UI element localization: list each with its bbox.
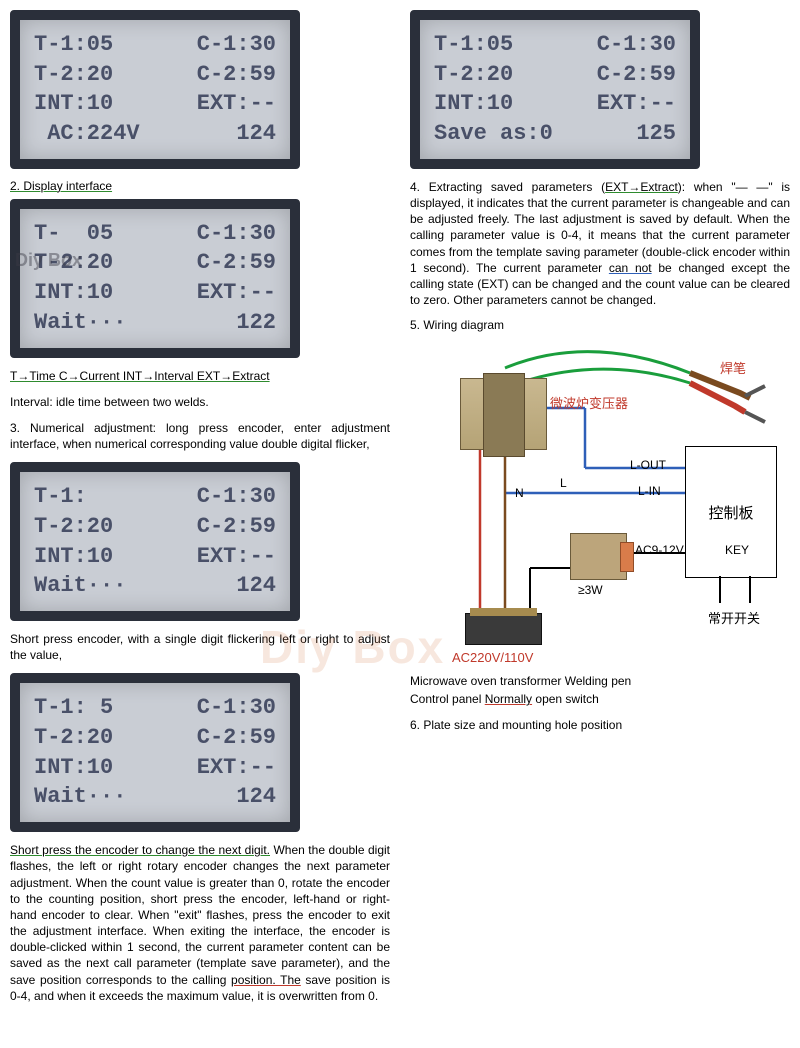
legend-line: T→Time C→Current INT→Interval EXT→Extrac… (10, 368, 390, 384)
lcd-cell: Wait··· (34, 308, 126, 338)
interval-line: Interval: idle time between two welds. (10, 394, 390, 410)
lcd-cell: 122 (236, 308, 276, 338)
p4b: EXT→Extract (605, 180, 678, 194)
cap2a: Control panel (410, 692, 485, 706)
switch-label-zh: 常开开关 (708, 608, 760, 627)
lcd-cell: T-1:05 (34, 30, 113, 60)
lcd-cell: T-1: 5 (34, 693, 113, 723)
lcd-cell: INT:10 (34, 89, 113, 119)
lcd-cell: C-1:30 (197, 693, 276, 723)
lcd-cell: C-1:30 (197, 30, 276, 60)
lcd-cell: C-2:59 (197, 60, 276, 90)
heading-text: 2. Display interface (10, 179, 112, 193)
lcd-cell: 125 (636, 119, 676, 149)
lcd-cell: C-1:30 (597, 30, 676, 60)
lcd-screen-2: T- 05 C-1:30 T-2:20 C-2:59 INT:10 EXT:-- Wa… (10, 199, 300, 358)
section-5-heading: 5. Wiring diagram (410, 318, 790, 332)
lcd-cell: Save as:0 (434, 119, 553, 149)
lcd-cell: T-1:05 (434, 30, 513, 60)
lcd-cell: INT:10 (34, 753, 113, 783)
short-press-text: Short press encoder, with a single digit… (10, 631, 390, 663)
p4-body: When the double digit flashes, the left … (10, 843, 390, 987)
n-label: N (515, 486, 524, 500)
terminal-block-icon (465, 613, 542, 645)
lcd-cell: EXT:-- (197, 542, 276, 572)
lcd-screen-1: T-1:05 C-1:30 T-2:20 C-2:59 INT:10 EXT:-- A… (10, 10, 300, 169)
lcd-cell: AC:224V (34, 119, 140, 149)
transformer-label-zh: 微波炉变压器 (550, 393, 628, 412)
lcd-cell: T- 05 (34, 219, 113, 249)
lcd-cell: EXT:-- (197, 278, 276, 308)
key-label: KEY (725, 543, 749, 557)
ac220-label: AC220V/110V (452, 650, 533, 665)
section-4-text: 4. Extracting saved parameters (EXT→Extr… (410, 179, 790, 309)
lcd-cell: INT:10 (34, 278, 113, 308)
lin-label: L-IN (638, 484, 661, 498)
p4a: 4. Extracting saved parameters ( (410, 180, 605, 194)
transformer-icon (460, 378, 547, 450)
lcd-cell: C-2:59 (197, 723, 276, 753)
lcd-cell: C-1:30 (197, 482, 276, 512)
wiring-diagram: 微波炉变压器 焊笔 L-OUT L N L-IN 控制板 AC9-12V KEY… (410, 338, 780, 668)
cap2c: open switch (532, 692, 599, 706)
pen-label-zh: 焊笔 (720, 358, 746, 377)
lcd-cell: EXT:-- (597, 89, 676, 119)
section-3-text: 3. Numerical adjustment: long press enco… (10, 420, 390, 452)
w3-label: ≥3W (578, 583, 603, 597)
cap2b: Normally (485, 692, 532, 706)
lcd-cell: T-1: (34, 482, 87, 512)
l-label: L (560, 476, 567, 490)
lcd-cell: INT:10 (34, 542, 113, 572)
lout-label: L-OUT (630, 458, 666, 472)
left-column: T-1:05 C-1:30 T-2:20 C-2:59 INT:10 EXT:-- A… (10, 10, 390, 1014)
long-paragraph: Short press the encoder to change the ne… (10, 842, 390, 1004)
section-2-heading: 2. Display interface (10, 179, 390, 193)
lcd-cell: C-2:59 (197, 512, 276, 542)
diagram-caption-2: Control panel Normally open switch (410, 692, 790, 706)
lcd-cell: INT:10 (434, 89, 513, 119)
lcd-screen-3: T-1: C-1:30 T-2:20 C-2:59 INT:10 EXT:-- Wai… (10, 462, 300, 621)
lcd-cell: EXT:-- (197, 89, 276, 119)
diagram-caption-1: Microwave oven transformer Welding pen (410, 674, 790, 688)
lcd-cell: C-1:30 (197, 219, 276, 249)
legend-text: T→Time C→Current INT→Interval EXT→Extrac… (10, 369, 270, 383)
lcd-cell: C-2:59 (597, 60, 676, 90)
lcd-cell: Wait··· (34, 782, 126, 812)
ctrl-label-zh: 控制板 (708, 502, 753, 523)
lcd-screen-4: T-1: 5 C-1:30 T-2:20 C-2:59 INT:10 EXT:-- W… (10, 673, 300, 832)
lcd-cell: T-2:20 (434, 60, 513, 90)
right-column: T-1:05 C-1:30 T-2:20 C-2:59 INT:10 EXT:-- S… (410, 10, 790, 1014)
control-board-box: 控制板 (685, 446, 777, 578)
lcd-cell: 124 (236, 571, 276, 601)
p4c: ): when (678, 180, 723, 194)
p4-underlined: Short press the encoder to change the ne… (10, 843, 270, 857)
small-transformer-icon (570, 533, 627, 580)
lcd-cell: 124 (236, 119, 276, 149)
lcd-cell: T-2:20 (34, 512, 113, 542)
lcd-cell: EXT:-- (197, 753, 276, 783)
lcd-cell: T-2:20 (34, 248, 113, 278)
ac912-label: AC9-12V (635, 543, 684, 557)
lcd-cell: T-2:20 (34, 60, 113, 90)
section-6-heading: 6. Plate size and mounting hole position (410, 718, 790, 732)
lcd-cell: Wait··· (34, 571, 126, 601)
p4-red: position. The (231, 973, 301, 987)
lcd-cell: T-2:20 (34, 723, 113, 753)
lcd-cell: 124 (236, 782, 276, 812)
lcd-screen-5: T-1:05 C-1:30 T-2:20 C-2:59 INT:10 EXT:-- S… (410, 10, 700, 169)
lcd-cell: C-2:59 (197, 248, 276, 278)
p4e: can not (609, 261, 652, 275)
